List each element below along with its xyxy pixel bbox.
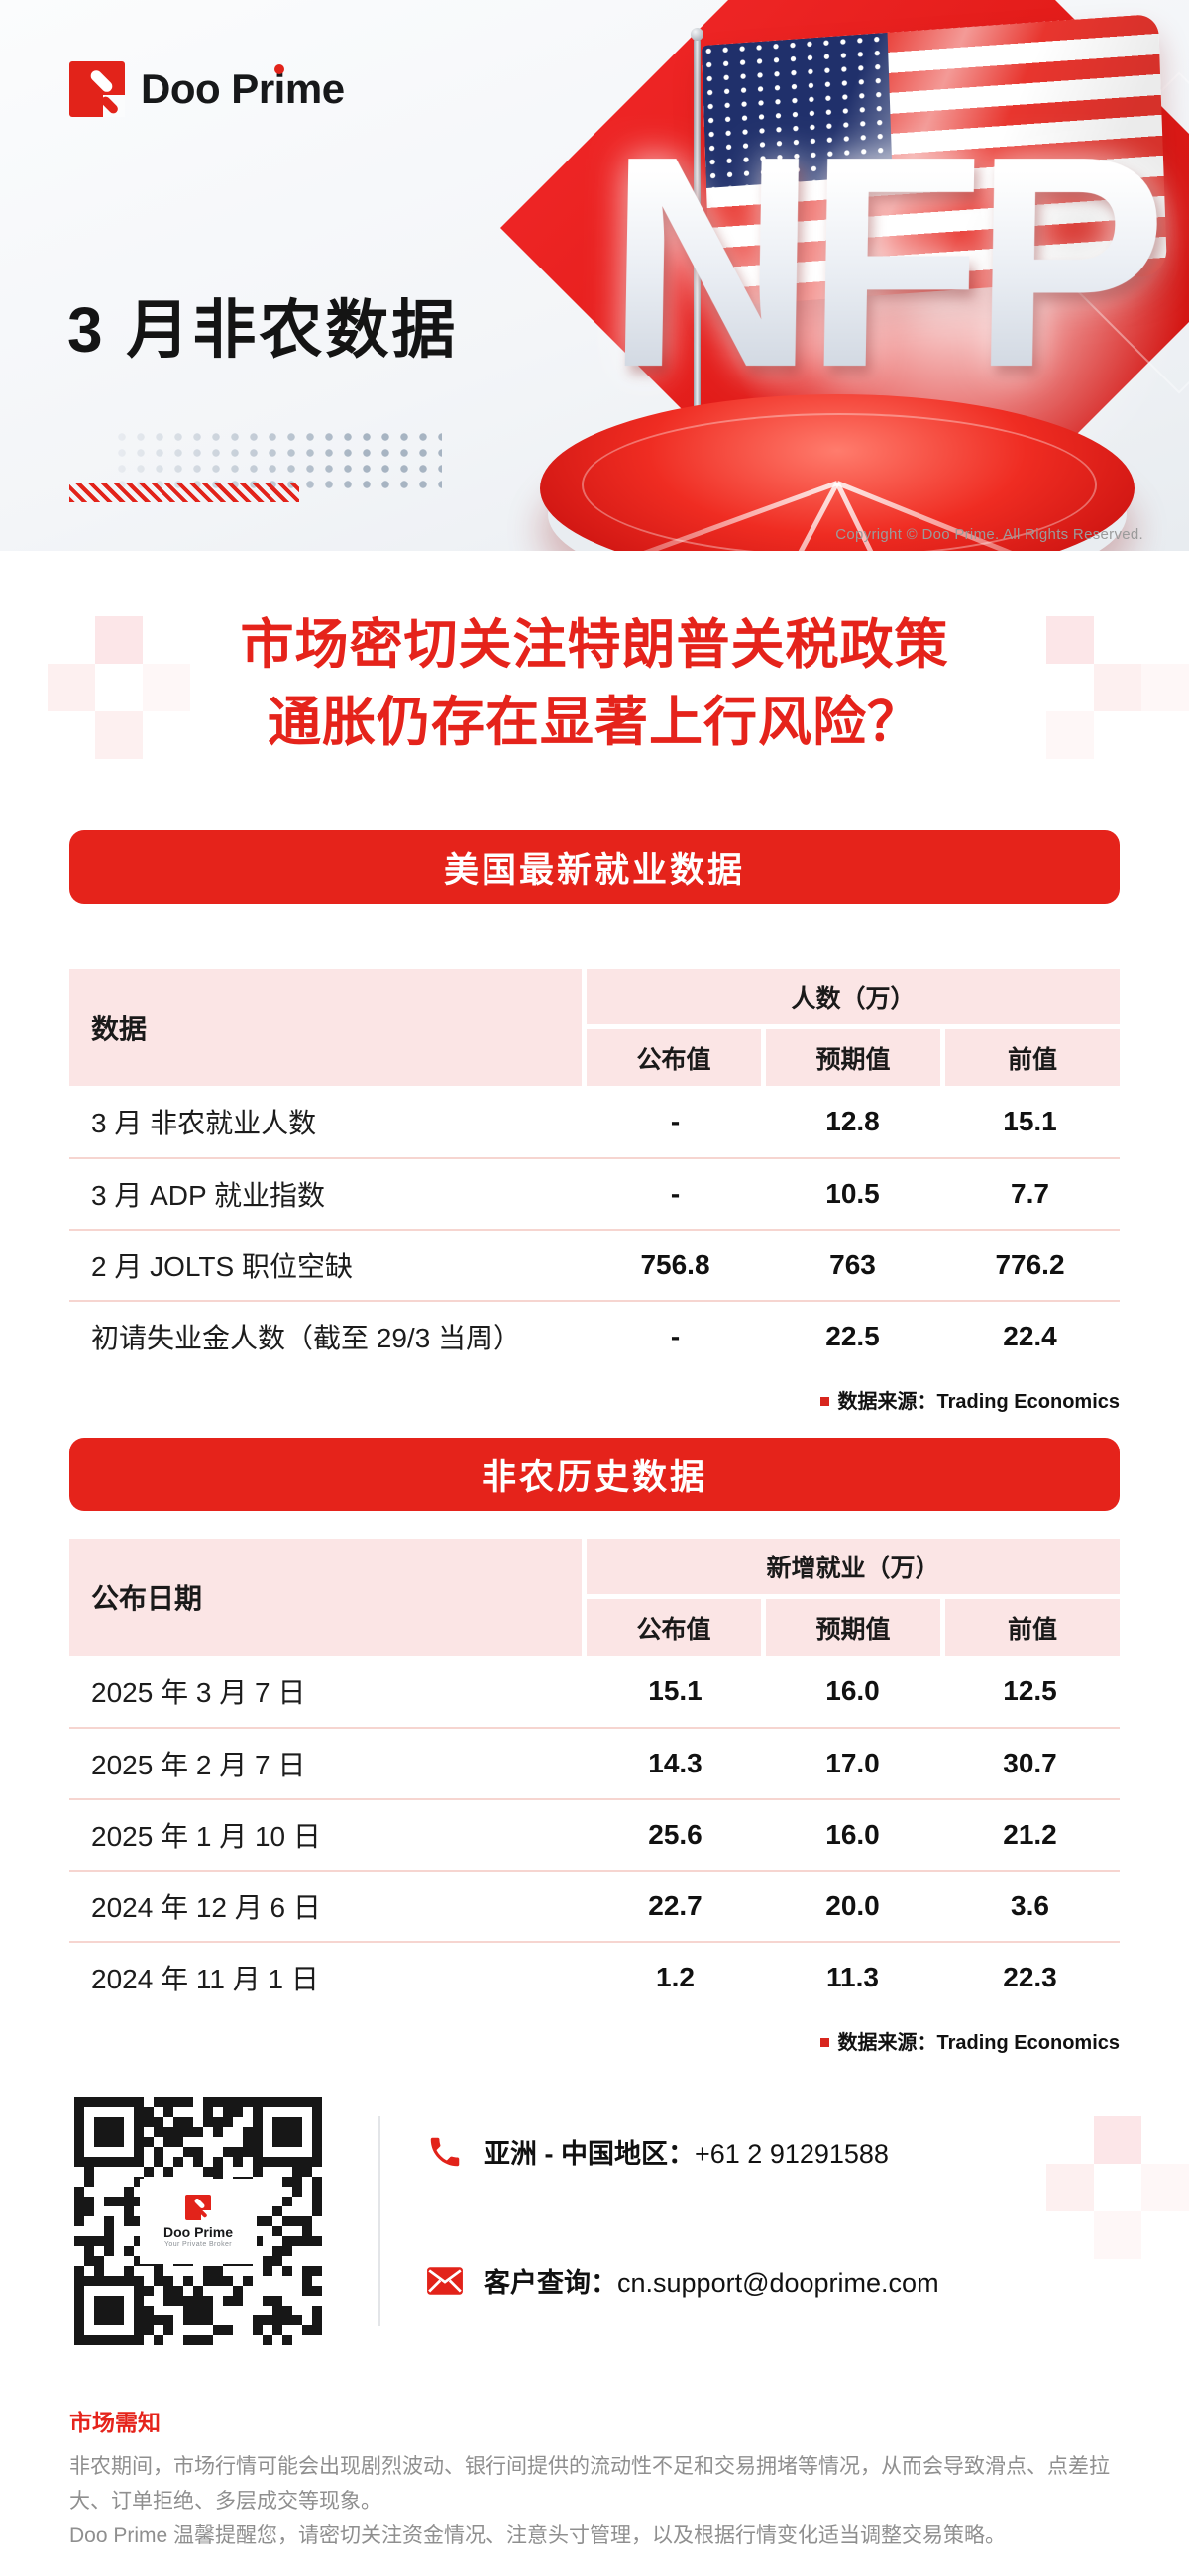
- email-contact-row[interactable]: 客户查询：cn.support@dooprime.com: [426, 2261, 939, 2300]
- banner-latest-employment-data: 美国最新就业数据: [69, 830, 1120, 904]
- checker-decoration-left: [48, 616, 190, 759]
- doo-prime-wordmark: Doo Pri me: [141, 64, 345, 112]
- stripes-decoration: [69, 483, 299, 502]
- data-source-note-2: 数据来源：Trading Economics: [69, 2026, 1120, 2055]
- employment-data-table: 数据 人数（万） 公布值 预期值 前值 3 月 非农就业人数 - 12.8 15…: [69, 969, 1120, 1371]
- table-row: 2024 年 12 月 6 日 22.7 20.0 3.6: [69, 1870, 1120, 1941]
- table-row: 初请失业金人数（截至 29/3 当周） - 22.5 22.4: [69, 1300, 1120, 1371]
- vertical-divider: [378, 2116, 380, 2326]
- table1-header-label: 数据: [69, 969, 582, 1086]
- table1-body: 3 月 非农就业人数 - 12.8 15.1 3 月 ADP 就业指数 - 10…: [69, 1086, 1120, 1371]
- table-row: 2025 年 2 月 7 日 14.3 17.0 30.7: [69, 1727, 1120, 1798]
- copyright-text: Copyright © Doo Prime. All Rights Reserv…: [835, 526, 1143, 543]
- phone-icon: [430, 2137, 460, 2166]
- table1-col-forecast: 预期值: [766, 1029, 940, 1086]
- qr-center-logo: Doo Prime Your Private Broker: [140, 2179, 257, 2264]
- footer-disclaimer: 非农期间，市场行情可能会出现剧烈波动、银行间提供的流动性不足和交易拥堵等情况，从…: [69, 2449, 1135, 2553]
- table1-header: 数据 人数（万） 公布值 预期值 前值: [69, 969, 1120, 1086]
- table-row: 2024 年 11 月 1 日 1.2 11.3 22.3: [69, 1941, 1120, 2012]
- table-row: 3 月 ADP 就业指数 - 10.5 7.7: [69, 1157, 1120, 1229]
- table-row: 2025 年 1 月 10 日 25.6 16.0 21.2: [69, 1798, 1120, 1870]
- source-bullet-icon: [819, 2038, 829, 2047]
- email-text[interactable]: 客户查询：cn.support@dooprime.com: [484, 2268, 939, 2298]
- phone-contact-row[interactable]: 亚洲 - 中国地区：+61 2 91291588: [426, 2132, 889, 2171]
- data-source-note-1: 数据来源：Trading Economics: [69, 1385, 1120, 1414]
- doo-prime-mark-icon: [185, 2195, 211, 2220]
- contact-section: Doo Prime Your Private Broker 亚洲 - 中国地区：…: [69, 2094, 1120, 2350]
- doo-prime-mark-icon: [69, 61, 125, 117]
- table2-group-header: 新增就业（万）: [587, 1539, 1120, 1594]
- headline-line-1: 市场密切关注特朗普关税政策: [240, 615, 949, 675]
- flag-pole: [691, 28, 703, 454]
- qr-tagline-text: Your Private Broker: [163, 2241, 233, 2248]
- table2-header-label: 公布日期: [69, 1539, 582, 1656]
- logo-i-dot: [274, 64, 285, 74]
- pedestal-slice-line: [557, 481, 838, 551]
- nfp-3d-text: NFP: [582, 93, 1181, 429]
- hero-title: 3 月非农数据: [67, 294, 459, 366]
- source-bullet-icon: [819, 1397, 829, 1406]
- table1-col-published: 公布值: [587, 1029, 761, 1086]
- nfp-history-table: 公布日期 新增就业（万） 公布值 预期值 前值 2025 年 3 月 7 日 1…: [69, 1539, 1120, 2012]
- qr-code: Doo Prime Your Private Broker: [71, 2094, 325, 2348]
- footer-title: 市场需知: [69, 2410, 161, 2435]
- table2-col-previous: 前值: [945, 1599, 1120, 1656]
- table-row: 2 月 JOLTS 职位空缺 756.8 763 776.2: [69, 1229, 1120, 1300]
- table2-header: 公布日期 新增就业（万） 公布值 预期值 前值: [69, 1539, 1120, 1656]
- table2-col-published: 公布值: [587, 1599, 761, 1656]
- phone-text[interactable]: 亚洲 - 中国地区：+61 2 91291588: [484, 2139, 889, 2169]
- table1-col-previous: 前值: [945, 1029, 1120, 1086]
- table-row: 3 月 非农就业人数 - 12.8 15.1: [91, 1106, 1057, 1138]
- qr-brand-text: Doo Prime: [162, 2224, 233, 2240]
- doo-prime-logo: Doo Pri me: [69, 61, 345, 117]
- table2-col-forecast: 预期值: [766, 1599, 940, 1656]
- checker-decoration-contact: [1046, 2116, 1189, 2259]
- red-pedestal-graphic: [540, 394, 1135, 551]
- email-icon: [427, 2266, 463, 2295]
- market-notice-footer: 市场需知 非农期间，市场行情可能会出现剧烈波动、银行间提供的流动性不足和交易拥堵…: [69, 2404, 1135, 2553]
- footer-paragraph-1: 非农期间，市场行情可能会出现剧烈波动、银行间提供的流动性不足和交易拥堵等情况，从…: [69, 2455, 1110, 2513]
- hero-section: NFP Doo Pri me 3 月非农数据 Copyright © Doo Pr…: [0, 0, 1189, 551]
- headline-line-2: 通胀仍存在显著上行风险？: [268, 693, 921, 752]
- table1-group-header: 人数（万）: [587, 969, 1120, 1024]
- checker-decoration-right: [1046, 616, 1189, 759]
- footer-paragraph-2: Doo Prime 温馨提醒您，请密切关注资金情况、注意头寸管理，以及根据行情变…: [69, 2524, 1007, 2547]
- main-headline: 市场密切关注特朗普关税政策 通胀仍存在显著上行风险？: [0, 606, 1189, 761]
- table-row: 2025 年 3 月 7 日 15.1 16.0 12.5: [91, 1675, 1057, 1708]
- banner-nfp-history-data: 非农历史数据: [69, 1438, 1120, 1511]
- table2-body: 2025 年 3 月 7 日 15.1 16.0 12.5 2025 年 2 月…: [69, 1656, 1120, 2012]
